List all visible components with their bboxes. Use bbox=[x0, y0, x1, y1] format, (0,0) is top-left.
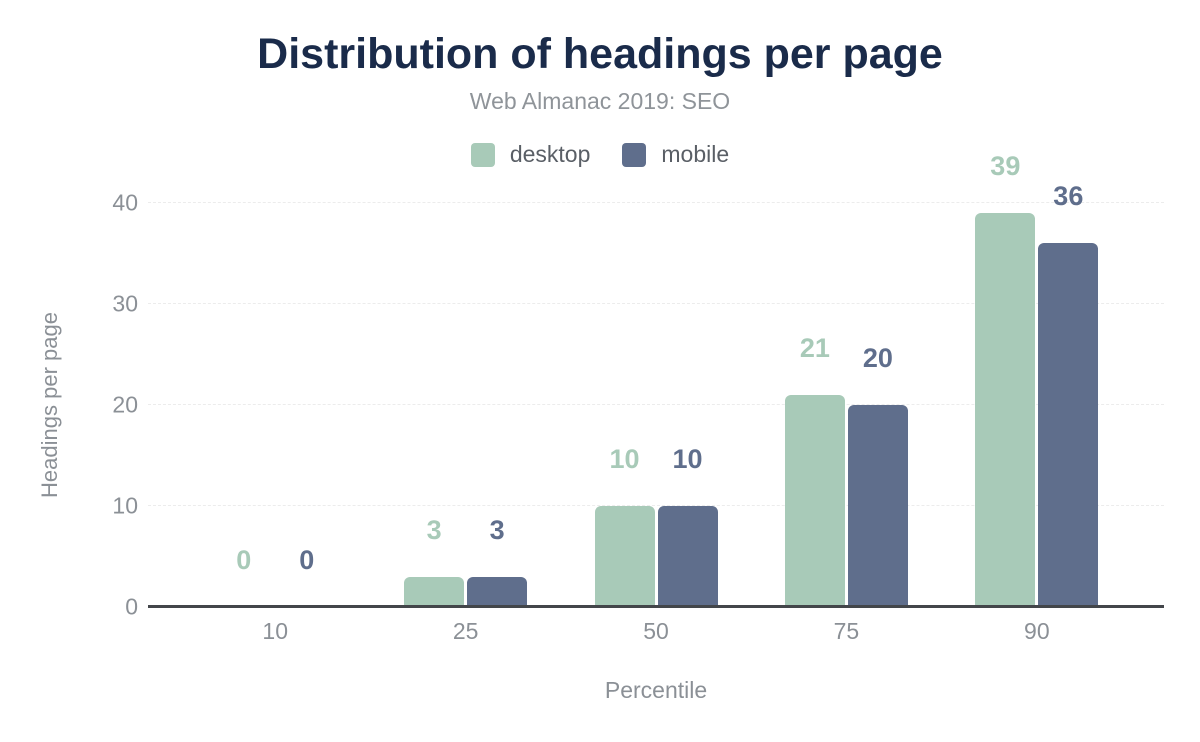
y-axis-ticks: 0 10 20 30 40 bbox=[0, 191, 138, 618]
legend-label-mobile: mobile bbox=[661, 141, 730, 167]
legend-item-mobile: mobile bbox=[622, 141, 729, 168]
bar-value-desktop-p75: 21 bbox=[799, 332, 830, 363]
bar-mobile-p75 bbox=[847, 405, 908, 607]
bar-slot-desktop-75: 21 bbox=[784, 203, 845, 607]
bar-group-50: 10 10 bbox=[561, 203, 751, 607]
y-tick-label-30: 30 bbox=[112, 290, 138, 317]
x-axis-line bbox=[148, 605, 1164, 608]
bar-slot-mobile-75: 20 bbox=[847, 203, 908, 607]
gridline-30 bbox=[148, 303, 1164, 304]
gridline-40 bbox=[148, 202, 1164, 203]
gridline-10 bbox=[148, 505, 1164, 506]
category-band-75: 21 20 75 bbox=[751, 203, 941, 644]
bar-group-75: 21 20 bbox=[751, 203, 941, 607]
legend-swatch-desktop-icon bbox=[470, 142, 495, 167]
chart-subtitle: Web Almanac 2019: SEO bbox=[469, 88, 731, 114]
bar-value-desktop-p25: 3 bbox=[426, 514, 442, 545]
bar-slot-mobile-25: 3 bbox=[467, 203, 528, 607]
legend-swatch-mobile-icon bbox=[622, 142, 647, 167]
category-band-50: 10 10 50 bbox=[561, 203, 751, 644]
y-tick-label-0: 0 bbox=[125, 593, 138, 620]
x-tick-label-25: 25 bbox=[452, 618, 479, 644]
x-tick-label-75: 75 bbox=[833, 618, 860, 644]
bar-slot-desktop-10: 0 bbox=[214, 203, 274, 607]
bar-group-90: 39 36 bbox=[942, 153, 1132, 607]
bar-value-desktop-p10: 0 bbox=[236, 545, 252, 575]
plot-area: 0 0 10 3 3 25 10 10 50 21 20 75 39 36 90 bbox=[148, 153, 1164, 645]
bar-slot-desktop-50: 10 bbox=[594, 203, 655, 607]
bar-desktop-p90 bbox=[975, 213, 1036, 607]
chart-title: Distribution of headings per page bbox=[257, 30, 943, 78]
gridline-20 bbox=[148, 404, 1164, 405]
bar-slot-mobile-50: 10 bbox=[657, 203, 718, 607]
bar-slot-desktop-90: 39 bbox=[975, 153, 1036, 607]
bar-value-desktop-p90: 39 bbox=[990, 151, 1021, 182]
x-axis-title: Percentile bbox=[604, 677, 708, 703]
bar-value-mobile-p25: 3 bbox=[489, 514, 505, 545]
bar-mobile-p90 bbox=[1038, 243, 1099, 607]
bar-value-mobile-p10: 0 bbox=[299, 545, 315, 575]
x-tick-label-10: 10 bbox=[262, 618, 288, 644]
legend: desktop mobile bbox=[0, 141, 1200, 168]
bar-slot-desktop-25: 3 bbox=[404, 203, 465, 607]
bar-desktop-p50 bbox=[594, 506, 655, 607]
bar-mobile-p25 bbox=[467, 576, 528, 607]
bar-value-mobile-p50: 10 bbox=[672, 444, 703, 474]
y-axis-title: Headings per page bbox=[37, 312, 62, 498]
bar-mobile-p50 bbox=[657, 506, 718, 607]
legend-label-desktop: desktop bbox=[509, 141, 591, 167]
bar-slot-mobile-90: 36 bbox=[1038, 183, 1099, 607]
y-tick-label-40: 40 bbox=[112, 189, 138, 216]
plot-bands: 0 0 10 3 3 25 10 10 50 21 20 75 39 36 90 bbox=[148, 153, 1164, 645]
bar-desktop-p75 bbox=[784, 394, 845, 607]
legend-item-desktop: desktop bbox=[470, 141, 591, 168]
category-band-25: 3 3 25 bbox=[370, 203, 560, 644]
y-tick-label-20: 20 bbox=[112, 391, 138, 418]
x-tick-label-50: 50 bbox=[643, 618, 669, 644]
bar-value-mobile-p90: 36 bbox=[1053, 181, 1084, 212]
category-band-90: 39 36 90 bbox=[942, 153, 1132, 644]
category-band-10: 0 0 10 bbox=[180, 203, 370, 645]
bar-slot-mobile-10: 0 bbox=[277, 203, 337, 607]
bar-value-mobile-p75: 20 bbox=[862, 343, 893, 373]
bar-desktop-p25 bbox=[404, 576, 465, 607]
bar-value-desktop-p50: 10 bbox=[609, 444, 640, 474]
y-tick-label-10: 10 bbox=[112, 492, 138, 519]
gridlines bbox=[148, 202, 1164, 607]
x-tick-label-90: 90 bbox=[1024, 618, 1050, 644]
